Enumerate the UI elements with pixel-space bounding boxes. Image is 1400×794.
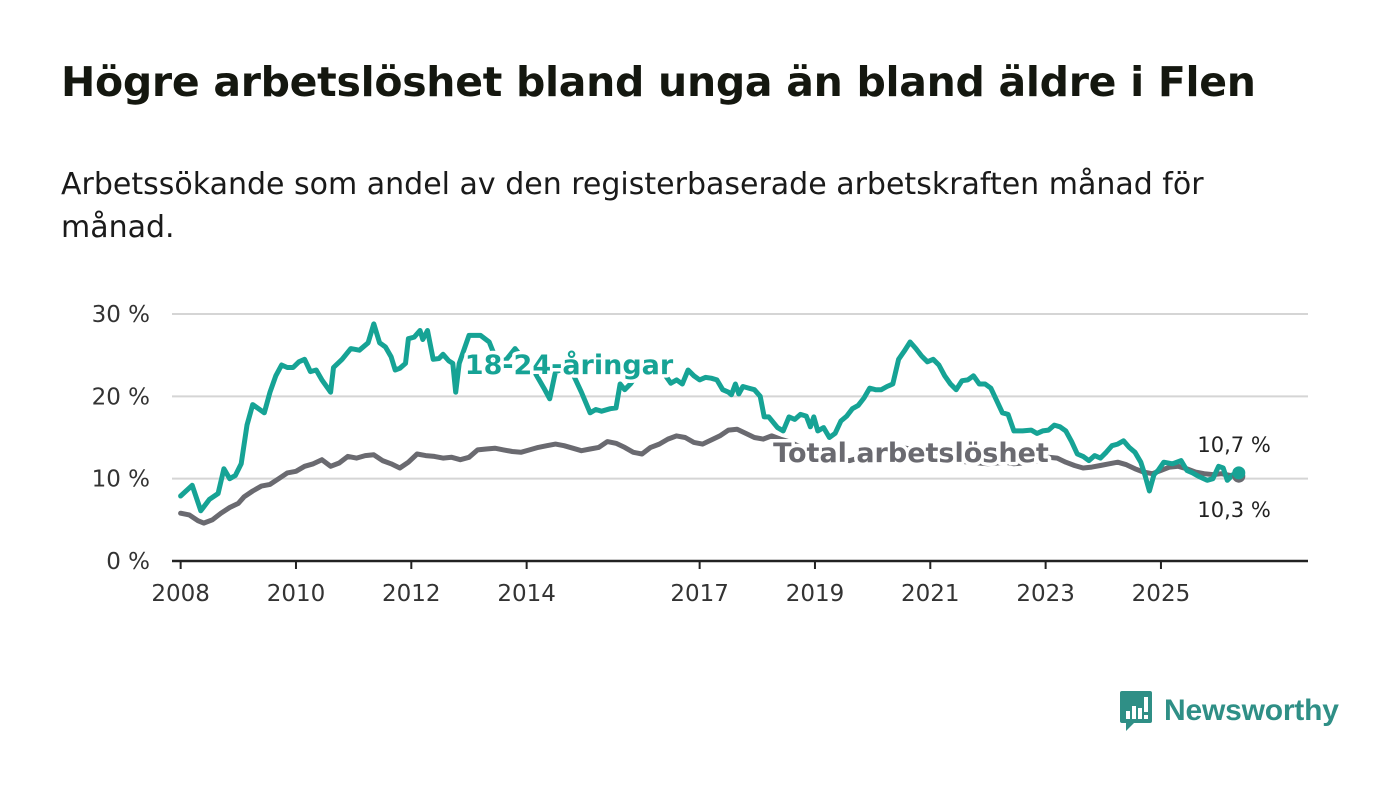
x-tick-label: 2010: [267, 581, 326, 607]
end-label-18-24-aringar: 10,7 %: [1197, 433, 1270, 457]
chart-subtitle: Arbetssökande som andel av den registerb…: [61, 167, 1204, 245]
series-label-total-arbetsloshet: Total arbetslöshet: [773, 438, 1049, 469]
x-tick-label: 2014: [497, 581, 556, 607]
x-tick-label: 2012: [382, 581, 441, 607]
chart-title: Högre arbetslöshet bland unga än bland ä…: [61, 58, 1256, 106]
x-tick-label: 2021: [901, 581, 960, 607]
y-tick-label: 30 %: [92, 302, 150, 328]
series-line-18-24-aringar: [178, 321, 1242, 514]
end-label-total-arbetsloshet: 10,3 %: [1197, 498, 1270, 522]
x-tick-label: 2017: [670, 581, 729, 607]
y-tick-label: 0 %: [106, 549, 150, 575]
series-label-18-24-aringar: 18-24-åringar: [465, 349, 674, 381]
series-labels: 18-24-åringar Total arbetslöshet 10,7 % 10,…: [461, 346, 1271, 523]
x-axis-ticks: 2008 2010 2012 2014 2017 2019 2021 2023 2025: [151, 561, 1190, 607]
y-axis-ticks: 0 % 10 % 20 % 30 %: [92, 302, 150, 575]
series-line-total-arbetsloshet: [178, 426, 1242, 526]
brand-name: Newsworthy: [1164, 694, 1339, 727]
series-lines: [178, 321, 1246, 526]
x-tick-label: 2019: [786, 581, 845, 607]
gridlines: [172, 313, 1308, 480]
y-tick-label: 20 %: [92, 384, 150, 410]
x-tick-label: 2023: [1016, 581, 1075, 607]
y-tick-label: 10 %: [92, 467, 150, 493]
newsworthy-logo-icon: [1120, 691, 1152, 731]
x-tick-label: 2025: [1132, 581, 1191, 607]
x-tick-label: 2008: [151, 581, 210, 607]
brand: Newsworthy: [1118, 688, 1339, 734]
end-point-18-24-aringar: [1232, 466, 1246, 480]
